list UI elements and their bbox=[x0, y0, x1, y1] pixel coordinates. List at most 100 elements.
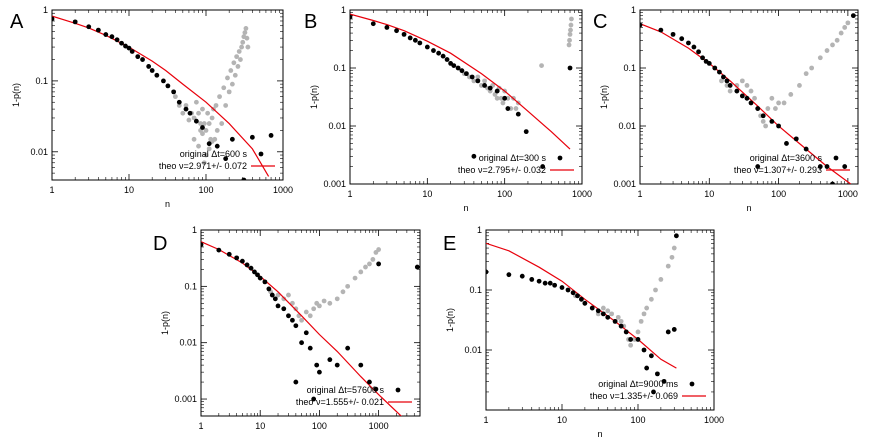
original-point bbox=[679, 36, 685, 42]
original-point bbox=[776, 123, 781, 129]
legend-original-marker bbox=[689, 381, 695, 387]
grey-point bbox=[539, 63, 544, 68]
grey-point bbox=[568, 27, 573, 33]
original-point bbox=[401, 31, 407, 37]
original-point bbox=[394, 28, 399, 34]
plot-area bbox=[52, 15, 274, 191]
grey-point bbox=[568, 22, 574, 28]
grey-point bbox=[203, 152, 209, 158]
grey-point bbox=[228, 68, 234, 73]
original-point bbox=[444, 57, 450, 62]
original-point bbox=[547, 280, 553, 286]
grey-point bbox=[498, 95, 504, 101]
original-point bbox=[618, 323, 624, 329]
x-axis-label: n bbox=[597, 429, 602, 437]
grey-point bbox=[311, 306, 317, 312]
original-point bbox=[187, 110, 193, 116]
grey-point bbox=[370, 257, 376, 262]
y-tick-label: 0.1 bbox=[623, 63, 636, 73]
panel-letter: E bbox=[443, 233, 456, 255]
y-tick-label: 0.001 bbox=[613, 179, 636, 189]
legend-original-marker bbox=[557, 155, 563, 161]
grey-point bbox=[245, 44, 251, 50]
original-point bbox=[451, 63, 457, 68]
grey-point bbox=[327, 300, 333, 306]
legend-original-label: original Δt=3600 s bbox=[750, 153, 823, 163]
original-point bbox=[744, 95, 750, 101]
y-tick-label: 0.01 bbox=[618, 121, 636, 131]
x-tick-label: 10 bbox=[422, 189, 432, 199]
original-point bbox=[234, 255, 240, 261]
original-point bbox=[760, 113, 766, 119]
grey-point bbox=[803, 71, 809, 77]
x-tick-label: 10 bbox=[704, 189, 714, 199]
original-point bbox=[784, 141, 789, 146]
legend-theory-label: theo ν=2.795+/- 0.032 bbox=[458, 165, 546, 175]
original-point bbox=[515, 111, 521, 117]
original-point bbox=[376, 261, 382, 267]
grey-point bbox=[183, 103, 189, 108]
legend: original Δt=600 s theo ν=2.971+/- 0.072 bbox=[159, 149, 275, 171]
legend-theory-label: theo ν=2.971+/- 0.072 bbox=[159, 161, 247, 171]
panel-letter: A bbox=[10, 11, 24, 33]
plot-frame bbox=[639, 9, 859, 185]
grey-point bbox=[641, 311, 647, 317]
grey-point bbox=[494, 95, 500, 101]
grey-point bbox=[196, 110, 201, 116]
y-tick-label: 0.01 bbox=[30, 147, 48, 157]
original-point bbox=[830, 181, 835, 184]
grey-point bbox=[500, 100, 506, 106]
original-point bbox=[123, 43, 128, 49]
x-tick-label: 10 bbox=[124, 185, 134, 195]
original-point bbox=[469, 74, 475, 80]
grey-point bbox=[566, 42, 572, 48]
grey-point bbox=[240, 39, 246, 45]
grey-point bbox=[205, 110, 211, 116]
original-point bbox=[272, 296, 278, 302]
grey-point bbox=[830, 42, 835, 48]
y-tick-label: 0.1 bbox=[184, 281, 197, 291]
original-point bbox=[140, 57, 145, 62]
grey-point bbox=[219, 121, 225, 126]
original-point bbox=[455, 65, 461, 71]
x-tick-label: 10 bbox=[255, 421, 265, 431]
original-point bbox=[173, 186, 178, 191]
grey-point bbox=[763, 123, 769, 129]
grey-point bbox=[475, 74, 481, 80]
legend-theory-label: theo ν=1.335+/- 0.069 bbox=[590, 391, 678, 401]
original-point bbox=[670, 31, 676, 37]
original-point bbox=[417, 40, 423, 46]
original-point bbox=[407, 35, 413, 41]
grey-point bbox=[567, 37, 572, 43]
original-point bbox=[850, 13, 856, 19]
original-point bbox=[201, 242, 204, 248]
original-point bbox=[803, 146, 809, 152]
original-point bbox=[262, 279, 268, 285]
original-point bbox=[579, 296, 584, 302]
y-tick-label: 0.01 bbox=[464, 345, 482, 355]
original-point bbox=[487, 85, 493, 91]
original-point bbox=[706, 61, 712, 66]
grey-point bbox=[196, 143, 201, 149]
grey-point bbox=[748, 88, 754, 94]
grey-point bbox=[363, 264, 368, 270]
grey-point bbox=[838, 30, 844, 36]
grey-point bbox=[226, 89, 232, 95]
x-axis-label: n bbox=[165, 199, 170, 209]
y-axis-label: 1-p(n) bbox=[445, 308, 455, 332]
plot-area bbox=[201, 241, 420, 416]
original-point bbox=[252, 269, 257, 275]
grey-point bbox=[206, 121, 212, 126]
original-point bbox=[700, 55, 705, 61]
original-point bbox=[665, 329, 671, 335]
original-point bbox=[755, 164, 761, 169]
original-point bbox=[595, 308, 601, 314]
grey-point bbox=[352, 275, 358, 281]
grey-point bbox=[776, 100, 781, 106]
grey-point bbox=[186, 117, 192, 123]
original-point bbox=[281, 306, 287, 312]
y-tick-label: 0.001 bbox=[174, 394, 197, 404]
grey-point bbox=[239, 44, 245, 50]
x-tick-label: 100 bbox=[771, 189, 786, 199]
grey-point bbox=[781, 100, 787, 106]
